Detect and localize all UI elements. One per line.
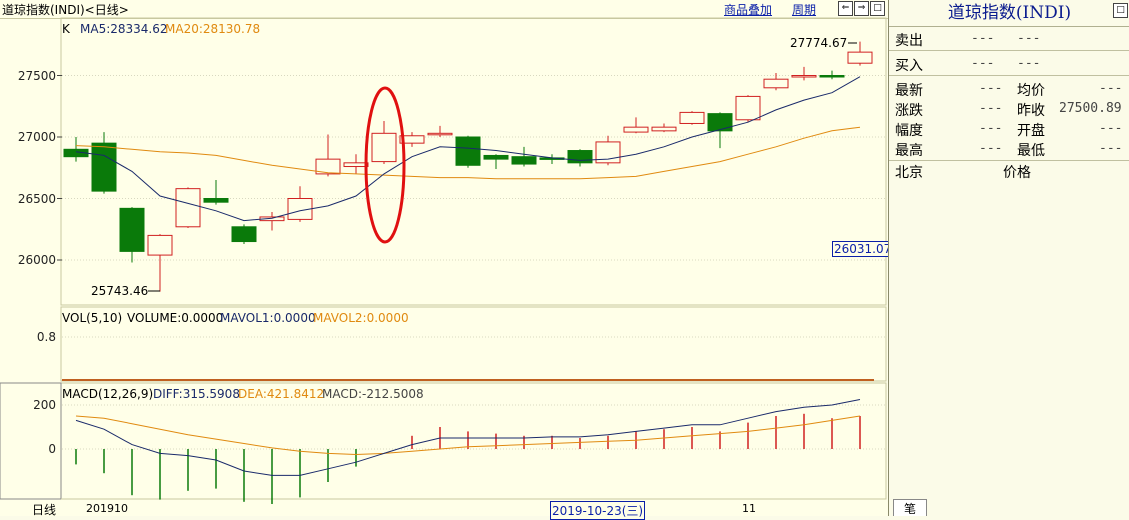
high-label: 最高 [895,143,923,159]
price-header: 价格 [1003,165,1031,181]
nav-left-icon[interactable]: ⇐ [838,1,853,16]
candle-body [511,156,537,165]
divider [889,75,1129,76]
ma5-line [75,76,861,222]
nav-right-icon[interactable]: ⇒ [854,1,869,16]
candle-body [623,126,649,133]
ask-price: --- [971,31,995,46]
low-value: --- [1099,141,1123,156]
ytick-27000: 27000 [17,130,56,144]
macd-legend-diff: DIFF:315.5908 [153,387,240,401]
macd-axis-box [0,382,62,500]
candle-body [567,150,593,164]
ytick-27500: 27500 [17,69,56,83]
chart-title: 道琼指数(INDI)<日线> [2,3,129,17]
candle-body [427,132,453,136]
high-price-label: 27774.67 [790,36,848,50]
divider [889,160,1129,161]
maximize-icon[interactable]: □ [870,1,885,16]
candle-body [763,78,789,89]
prev-close-label: 昨收 [1017,103,1045,119]
kline-chart-area[interactable]: 道琼指数(INDI)<日线> 商品叠加 周期 ⇐ ⇒ □ K MA5:28334… [0,0,894,520]
low-label: 最低 [1017,143,1045,159]
quote-title: 道琼指数(INDI) [889,0,1129,27]
panel-toggle-icon[interactable]: □ [1113,3,1128,18]
open-value: --- [1099,121,1123,136]
divider [889,50,1129,51]
candle-body [119,207,145,252]
vol-ytick: 0.8 [36,330,56,344]
change-value: --- [979,101,1003,116]
legend-k: K [62,22,70,36]
macd-legend-macd: MACD:-212.5008 [322,387,424,401]
macd-legend-dea: DEA:421.8412 [238,387,325,401]
tab-notes[interactable]: 笔 [893,499,927,516]
ytick-26500: 26500 [17,192,56,206]
candle-body [847,51,873,64]
chart-header-bar: 道琼指数(INDI)<日线> 商品叠加 周期 ⇐ ⇒ □ [0,0,888,19]
candle-body [791,75,817,78]
macd-dea-line [75,415,861,456]
vol-legend-mavol2: MAVOL2:0.0000 [313,311,409,325]
candle-body [455,136,481,166]
candle-body [371,132,397,163]
prev-close-value: 27500.89 [1059,101,1122,116]
vol-legend-mavol1: MAVOL1:0.0000 [220,311,316,325]
beijing-header: 北京 [895,165,923,181]
candle-body [203,198,229,203]
candle-body [819,75,845,78]
bid-volume: --- [1017,56,1041,71]
candle-body [651,126,677,132]
overlay-commodity-button[interactable]: 商品叠加 [724,3,773,17]
bid-price: --- [971,56,995,71]
cursor-date-label: 2019-10-23(三) [550,501,646,520]
candle-body [343,162,369,168]
avg-price-value: --- [1099,81,1123,96]
amplitude-value: --- [979,121,1003,136]
ma20-line [75,126,861,180]
macd-legend-main: MACD(12,26,9) [62,387,154,401]
cursor-price-label: 26031.07 [832,241,894,257]
high-value: --- [979,141,1003,156]
amplitude-label: 幅度 [895,123,923,139]
low-price-label: 25743.46 [91,284,149,298]
ytick-26000: 26000 [17,253,56,267]
period-label: 日线 [32,503,57,517]
latest-value: --- [979,81,1003,96]
candle-body [483,154,509,160]
legend-ma20: MA20:28130.78 [165,22,261,36]
candle-body [91,142,117,192]
macd-ytick-0: 0 [48,442,56,456]
vol-legend-volume: VOLUME:0.0000 [127,311,224,325]
candle-body [735,95,761,121]
xaxis-start-label: 201910 [86,502,128,515]
candle-body [399,135,425,144]
avg-price-label: 均价 [1017,83,1045,99]
xaxis-tick-11: 11 [742,502,756,515]
annotation-ellipse [364,86,406,244]
candle-body [147,234,173,256]
bid-label: 买入 [895,58,923,74]
kline-pane-border [60,17,887,306]
candle-body [231,226,257,243]
latest-label: 最新 [895,83,923,99]
quote-panel: 道琼指数(INDI) □ 卖出 --- --- 买入 --- --- 最新 --… [888,0,1129,516]
candle-body [707,113,733,132]
candle-body [315,158,341,175]
chart-svg [0,17,887,504]
candle-body [175,188,201,228]
legend-ma5: MA5:28334.62 [80,22,168,36]
candle-body [679,111,705,124]
ask-volume: --- [1017,31,1041,46]
change-label: 涨跌 [895,103,923,119]
macd-diff-line [75,399,861,476]
ask-label: 卖出 [895,33,923,49]
macd-ytick-200: 200 [33,398,56,412]
period-button[interactable]: 周期 [792,3,817,17]
open-label: 开盘 [1017,123,1045,139]
vol-legend-main: VOL(5,10) [62,311,123,325]
